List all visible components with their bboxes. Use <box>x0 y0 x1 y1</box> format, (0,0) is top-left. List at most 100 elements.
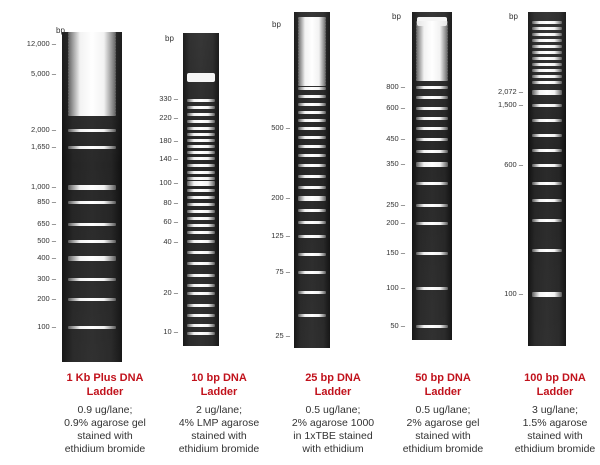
band-size-label: 250 <box>386 200 405 209</box>
dna-band <box>297 103 327 106</box>
dna-band <box>186 133 216 136</box>
dna-band <box>297 44 327 47</box>
dna-band <box>186 127 216 130</box>
dna-band <box>531 51 563 54</box>
dna-band <box>531 249 563 252</box>
dna-band <box>297 32 327 35</box>
dna-band <box>416 36 448 39</box>
description-line: 0.9 ug/lane; <box>77 403 133 416</box>
band-size-label: 5,000 <box>31 69 56 78</box>
dna-band <box>416 30 448 33</box>
dna-band <box>68 98 116 101</box>
ladder-caption: 100 bp DNA Ladder 3 ug/lane; 1.5% agarose st… <box>494 372 600 456</box>
band-size-label: 2,000 <box>31 125 56 134</box>
dna-band <box>186 284 216 287</box>
ladder-caption: 10 bp DNA Ladder 2 ug/lane; 4% LMP agarose s… <box>158 372 280 456</box>
band-size-label: 650 <box>37 219 56 228</box>
dna-band <box>531 104 563 107</box>
band-size-label: 50 <box>390 321 405 330</box>
dna-band <box>186 99 216 102</box>
band-size-label: 20 <box>163 288 178 297</box>
ladder-description: 0.5 ug/lane; 2% agarose 1000 in 1xTBE stai… <box>272 404 394 457</box>
dna-band <box>186 292 216 295</box>
dna-band <box>68 95 116 98</box>
band-size-label: 350 <box>386 159 405 168</box>
description-line: stained with <box>527 429 583 442</box>
gel-well <box>187 73 215 82</box>
dna-band <box>416 39 448 42</box>
dna-band <box>531 75 563 78</box>
gel-lane <box>528 12 566 346</box>
dna-band <box>297 47 327 50</box>
band-size-label: 1,650 <box>31 142 56 151</box>
band-size-label: 12,000 <box>27 39 56 48</box>
gel-lane <box>183 33 219 346</box>
dna-band <box>416 33 448 36</box>
dna-band <box>297 175 327 178</box>
dna-band <box>186 139 216 142</box>
dna-band <box>297 62 327 65</box>
dna-band <box>416 54 448 57</box>
dna-band <box>68 298 116 301</box>
ladder-title: 50 bp DNA <box>415 372 471 384</box>
gel-lane <box>294 12 330 348</box>
dna-band <box>186 217 216 220</box>
ladder-caption: 1 Kb Plus DNA Ladder 0.9 ug/lane; 0.9% agar… <box>44 372 166 456</box>
dna-band <box>416 24 448 27</box>
dna-band <box>416 222 448 225</box>
dna-band <box>68 201 116 204</box>
dna-band <box>297 17 327 20</box>
dna-band <box>531 27 563 30</box>
dna-band <box>68 74 116 77</box>
dna-band <box>531 292 563 297</box>
dna-band <box>68 53 116 56</box>
dna-band <box>297 314 327 317</box>
ladder-title: Ladder <box>86 385 124 398</box>
ladder-description: 0.5 ug/lane; 2% agarose gel stained with et… <box>382 404 504 457</box>
dna-band <box>297 38 327 41</box>
ladder-title: 1 Kb Plus DNA <box>66 372 144 384</box>
dna-band <box>416 51 448 54</box>
ladder-title: 25 bp DNA <box>305 372 361 384</box>
dna-band <box>416 107 448 110</box>
dna-band <box>68 56 116 59</box>
dna-band <box>297 127 327 130</box>
band-size-label: 600 <box>386 103 405 112</box>
dna-band <box>297 186 327 189</box>
band-size-label: 1,500 <box>498 100 523 109</box>
bp-unit-label: bp <box>56 26 65 35</box>
ladder-title: Ladder <box>536 385 574 398</box>
dna-band <box>186 177 216 180</box>
dna-band <box>297 291 327 294</box>
description-line: 2% agarose gel <box>406 416 480 429</box>
dna-band <box>531 81 563 84</box>
band-size-label: 100 <box>159 178 178 187</box>
bp-unit-label: bp <box>509 12 518 21</box>
dna-band <box>186 151 216 154</box>
description-line: ethidium bromide <box>64 442 146 455</box>
dna-band <box>68 80 116 83</box>
band-size-label: 80 <box>163 198 178 207</box>
band-size-label: 330 <box>159 94 178 103</box>
dna-band <box>68 104 116 107</box>
description-line: 0.9% agarose gel <box>64 416 146 429</box>
dna-band <box>531 134 563 137</box>
ladder-description: 3 ug/lane; 1.5% agarose stained with ethidi… <box>494 404 600 457</box>
band-size-label: 150 <box>386 248 405 257</box>
dna-band <box>68 62 116 65</box>
dna-band <box>416 86 448 89</box>
dna-band <box>68 107 116 110</box>
description-line: in 1xTBE stained <box>293 429 373 442</box>
dna-band <box>68 129 116 132</box>
dna-band <box>297 119 327 122</box>
bp-unit-label: bp <box>392 12 401 21</box>
dna-band <box>186 224 216 227</box>
dna-band <box>186 210 216 213</box>
dna-band <box>297 221 327 224</box>
band-size-label: 25 <box>275 331 290 340</box>
band-size-label: 850 <box>37 197 56 206</box>
dna-band <box>531 149 563 152</box>
description-line: 2 ug/lane; <box>195 403 243 416</box>
band-size-label: 40 <box>163 237 178 246</box>
ladder-title: Ladder <box>200 385 238 398</box>
